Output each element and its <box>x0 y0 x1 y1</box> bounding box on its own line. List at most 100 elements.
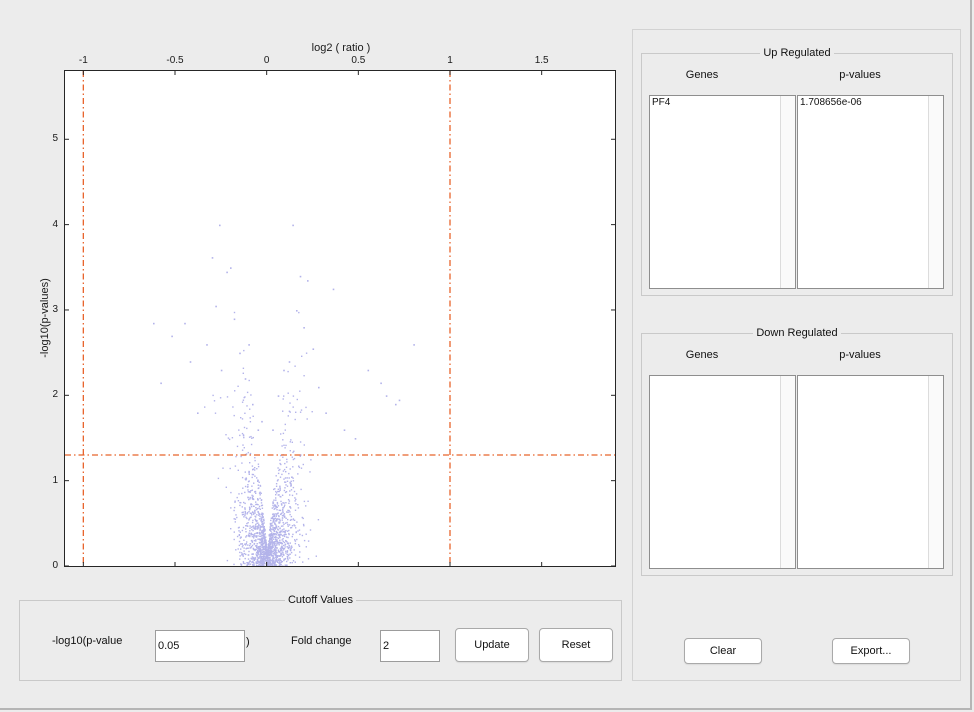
data-point <box>273 499 275 501</box>
data-point <box>280 532 282 534</box>
data-point <box>271 532 273 534</box>
data-point <box>242 555 244 557</box>
up-pvalues-list[interactable]: 1.708656e-06 <box>797 95 944 289</box>
clear-button[interactable]: Clear <box>684 638 762 664</box>
data-point <box>241 401 244 403</box>
data-point <box>245 543 247 545</box>
list-item[interactable]: 1.708656e-06 <box>800 97 862 108</box>
data-point <box>290 482 292 485</box>
data-point <box>260 531 263 534</box>
data-point <box>236 496 238 499</box>
data-point <box>290 439 292 441</box>
data-point <box>259 494 261 496</box>
data-point <box>243 426 246 429</box>
data-point <box>398 399 401 402</box>
data-point <box>275 565 277 566</box>
data-point <box>249 507 251 510</box>
data-point <box>247 554 250 556</box>
data-point <box>264 553 266 555</box>
data-point <box>256 520 258 522</box>
data-point <box>268 546 271 548</box>
data-point <box>257 526 259 528</box>
update-button[interactable]: Update <box>455 628 529 662</box>
down-genes-list[interactable] <box>649 375 796 569</box>
data-point <box>262 525 264 527</box>
data-point <box>243 550 245 552</box>
data-point <box>292 518 295 520</box>
up-pvalues-scrollbar[interactable] <box>928 96 943 288</box>
reset-button[interactable]: Reset <box>539 628 613 662</box>
data-point <box>253 534 255 536</box>
list-item[interactable]: PF4 <box>652 97 671 108</box>
data-point <box>252 498 254 500</box>
volcano-plot[interactable] <box>64 70 616 567</box>
data-point <box>282 432 285 435</box>
data-point <box>275 546 277 549</box>
y-tick-label: 2 <box>52 389 58 401</box>
data-point <box>263 526 265 528</box>
data-point <box>309 529 312 531</box>
data-point <box>294 418 296 421</box>
data-point <box>273 541 275 543</box>
data-point <box>266 551 268 553</box>
down-genes-scrollbar[interactable] <box>780 376 795 568</box>
up-genes-scrollbar[interactable] <box>780 96 795 288</box>
data-point <box>264 536 266 538</box>
down-pvalues-scrollbar[interactable] <box>928 376 943 568</box>
data-point <box>250 443 253 446</box>
down-pvalues-list[interactable] <box>797 375 944 569</box>
data-point <box>253 482 255 484</box>
data-point <box>269 533 271 535</box>
data-point <box>273 542 276 544</box>
data-point <box>286 477 288 479</box>
data-point <box>288 546 290 548</box>
data-point <box>291 456 293 458</box>
data-point <box>242 434 245 436</box>
data-point <box>284 462 286 465</box>
data-point <box>277 518 279 520</box>
y-tick-label: 0 <box>52 560 58 571</box>
data-point <box>241 543 243 545</box>
data-point <box>281 445 283 447</box>
data-point <box>278 535 281 537</box>
data-point <box>244 507 246 509</box>
data-point <box>281 517 284 519</box>
data-point <box>270 528 273 530</box>
data-point <box>233 318 236 321</box>
pvalue-cutoff-input[interactable]: 0.05 <box>155 630 245 662</box>
data-point <box>276 480 279 482</box>
data-point <box>259 550 261 553</box>
data-point <box>283 534 285 536</box>
data-point <box>287 518 289 521</box>
data-point <box>280 542 282 544</box>
data-point <box>272 504 274 506</box>
data-point <box>281 494 284 496</box>
data-point <box>206 344 208 346</box>
x-tick-label: 1.5 <box>534 55 549 66</box>
data-point <box>239 434 241 437</box>
fold-change-input[interactable]: 2 <box>380 630 440 662</box>
data-point <box>299 390 301 392</box>
data-point <box>294 542 297 545</box>
data-point <box>272 555 274 557</box>
data-point <box>280 433 282 435</box>
data-point <box>259 552 262 554</box>
data-point <box>252 436 254 439</box>
data-point <box>261 537 264 539</box>
data-point <box>272 519 275 522</box>
data-point <box>246 405 248 407</box>
data-point <box>296 538 298 541</box>
data-point <box>261 544 264 546</box>
data-point <box>264 546 267 548</box>
data-point <box>272 563 274 565</box>
data-point <box>244 511 247 514</box>
data-point <box>299 441 302 443</box>
data-point <box>285 533 287 536</box>
data-point <box>277 395 280 397</box>
up-genes-list[interactable]: PF4 <box>649 95 796 289</box>
export-button[interactable]: Export... <box>832 638 910 664</box>
data-point <box>305 352 308 354</box>
data-point <box>273 552 276 554</box>
data-point <box>242 562 245 564</box>
